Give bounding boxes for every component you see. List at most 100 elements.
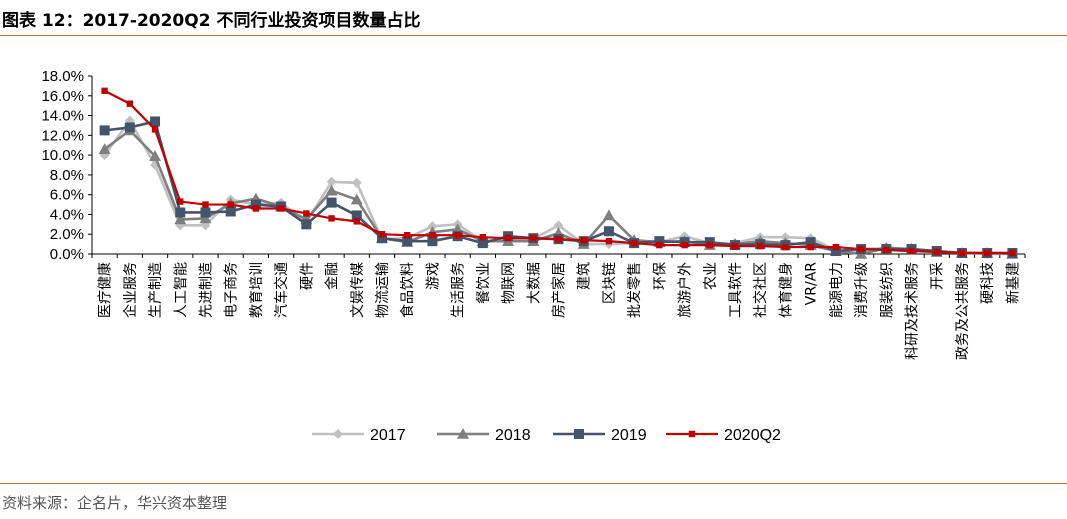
x-category-label: 物流运输 [375, 262, 391, 318]
data-point [325, 184, 338, 196]
data-point [553, 220, 564, 231]
series-2020Q2 [101, 87, 1016, 257]
x-category-label: 农业 [703, 262, 719, 290]
data-point [124, 122, 135, 133]
x-category-label: 新基建 [1004, 262, 1021, 304]
legend-swatch-marker [688, 430, 696, 438]
data-point [654, 236, 665, 247]
data-point [326, 197, 337, 208]
x-category-label: 硬件 [299, 262, 315, 290]
data-point [150, 116, 161, 127]
x-category-label: 游戏 [425, 262, 441, 290]
y-tick-label: 18.0% [41, 68, 84, 85]
x-category-labels: 医疗健康 企业服务 生产制造 人工智能 先进制造 电子商务 教育培训 汽车交通 硬件 金融 文娱传媒… [97, 262, 1022, 360]
x-category-label: 生活服务 [451, 262, 467, 318]
x-category-label: 社交社区 [752, 262, 769, 318]
data-point [98, 143, 111, 154]
data-point [830, 246, 841, 257]
data-point [350, 193, 363, 205]
data-point [477, 238, 488, 249]
x-category-label: 服装纺织 [879, 262, 895, 318]
x-category-label: 房产家居 [551, 262, 568, 318]
data-point [199, 212, 212, 224]
x-category-label: 旅游户外 [677, 262, 694, 318]
data-point [175, 207, 186, 218]
x-category-label: 建筑 [577, 262, 593, 290]
x-category-label: 大数据 [526, 262, 542, 304]
data-point [656, 241, 663, 249]
data-point [328, 215, 335, 222]
data-point [227, 201, 234, 208]
legend-label: 2018 [495, 427, 531, 444]
source-note: 资料来源：企名片，华兴资本整理 [2, 494, 228, 512]
x-category-label: 企业服务 [122, 262, 139, 318]
data-point [605, 237, 613, 245]
legend-item: 2018 [437, 427, 531, 444]
x-category-label: 环保 [652, 262, 668, 290]
data-point [731, 242, 739, 250]
x-category-label: 体育健身 [778, 262, 794, 318]
data-point [782, 243, 789, 251]
x-category-label: 区块链 [602, 262, 618, 304]
data-point [402, 236, 413, 247]
data-point [174, 213, 187, 225]
data-point [603, 226, 614, 237]
y-tick-label: 0.0% [50, 246, 84, 263]
y-tick-label: 16.0% [41, 88, 84, 105]
data-point [351, 177, 362, 188]
data-point [530, 234, 537, 242]
data-point [805, 237, 816, 248]
legend-label: 2017 [370, 427, 406, 444]
legend-item: 2019 [553, 427, 647, 444]
data-point [101, 87, 108, 95]
x-category-label: 物联网 [501, 262, 517, 304]
x-category-label: 消费升级 [854, 262, 870, 318]
legend-swatch-marker [574, 429, 584, 439]
x-category-label: 食品饮料 [399, 262, 416, 318]
legend-swatch-marker [457, 428, 469, 439]
data-point [149, 150, 162, 161]
data-point [202, 201, 209, 208]
x-category-label: VR/AR [804, 262, 820, 306]
data-point [1009, 249, 1016, 257]
y-tick-label: 4.0% [50, 206, 84, 223]
data-point [555, 235, 562, 243]
data-point [99, 125, 110, 136]
chart-series [98, 87, 1019, 259]
x-category-label: 医疗健康 [97, 262, 114, 318]
data-point [857, 245, 865, 253]
data-point [200, 207, 211, 218]
y-tick-label: 6.0% [50, 187, 84, 204]
x-category-label: 金融 [325, 262, 341, 290]
legend-swatch-marker [333, 429, 343, 439]
legend-label: 2020Q2 [724, 427, 781, 444]
x-category-label: 生产制造 [148, 262, 164, 318]
x-category-label: 人工智能 [173, 262, 189, 318]
title-rule [0, 35, 1067, 36]
data-point [908, 247, 915, 255]
data-point [479, 233, 487, 241]
x-category-label: 批发零售 [627, 262, 643, 318]
y-tick-label: 14.0% [41, 108, 84, 125]
data-point [378, 231, 386, 238]
data-point [301, 219, 312, 230]
data-point [429, 232, 436, 239]
data-point [807, 243, 814, 251]
data-point [757, 242, 764, 250]
chart-title: 图表 12：2017-2020Q2 不同行业投资项目数量占比 [2, 11, 421, 31]
data-point [250, 199, 261, 210]
source-rule [0, 483, 1067, 484]
data-point [580, 236, 587, 244]
x-category-label: 电子商务 [224, 262, 240, 318]
data-point [376, 233, 387, 244]
x-category-label: 先进制造 [198, 262, 214, 318]
data-point [681, 241, 688, 249]
data-point [602, 209, 615, 221]
data-point [303, 210, 310, 217]
legend-label: 2019 [611, 427, 647, 444]
x-category-label: 餐饮业 [476, 262, 492, 304]
x-category-label: 硬科技 [980, 262, 996, 304]
legend-item: 2017 [312, 427, 406, 444]
y-tick-label: 12.0% [41, 127, 84, 144]
data-point [353, 218, 360, 225]
